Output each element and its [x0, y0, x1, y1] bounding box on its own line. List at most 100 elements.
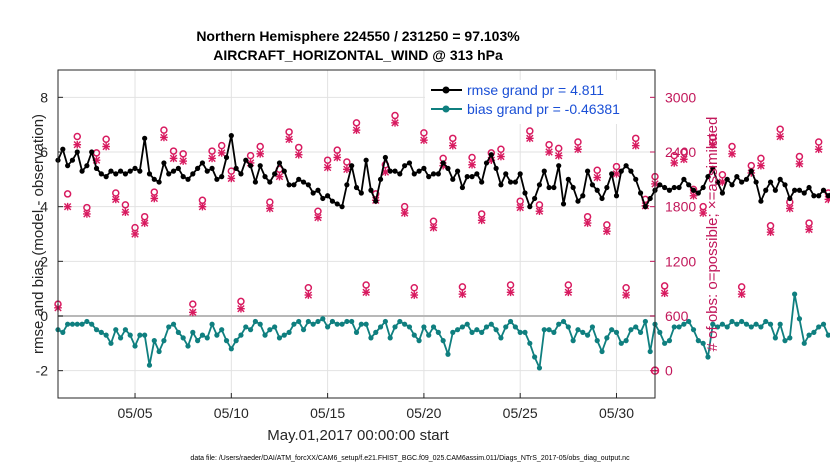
rmse-point — [305, 182, 311, 188]
bias-point — [353, 329, 360, 335]
obs-assimilated-point — [612, 170, 621, 178]
bias-point — [700, 340, 706, 346]
bias-point — [252, 318, 258, 325]
bias-point — [132, 343, 138, 349]
obs-possible-point — [458, 283, 467, 291]
rmse-point — [705, 174, 711, 180]
obs-possible-point — [776, 125, 784, 133]
bias-point — [594, 338, 600, 344]
bias-point — [560, 318, 567, 325]
obs-assimilated-point — [776, 132, 784, 141]
bias-point — [180, 335, 186, 341]
bias-point — [142, 332, 148, 338]
rmse-point — [156, 179, 162, 185]
bias-point — [170, 321, 177, 327]
obs-possible-point — [217, 141, 226, 150]
rmse-point — [801, 190, 807, 196]
obs-possible-point — [352, 119, 361, 127]
rmse-point — [536, 182, 543, 188]
obs-count-markers — [54, 111, 830, 375]
rmse-point — [89, 149, 95, 155]
rmse-point — [170, 168, 177, 174]
obs-possible-point — [497, 145, 505, 154]
obs-assimilated-point — [131, 230, 139, 238]
obs-possible-point — [410, 284, 419, 292]
x-tick-label: 05/05 — [118, 405, 153, 421]
bias-point — [628, 327, 634, 333]
bias-point — [310, 321, 316, 327]
obs-possible-point — [554, 144, 563, 153]
rmse-point — [358, 190, 364, 196]
bias-point — [113, 327, 119, 333]
rmse-point — [243, 157, 249, 163]
obs-possible-point — [709, 133, 717, 142]
rmse-point — [117, 168, 124, 174]
bias-point — [666, 338, 673, 344]
bias-point — [214, 332, 220, 338]
rmse-point — [719, 190, 726, 196]
bias-point — [556, 321, 562, 327]
rmse-point — [710, 165, 716, 171]
obs-assimilated-point — [468, 160, 476, 169]
rmse-point — [65, 163, 71, 169]
obs-assimilated-point — [737, 290, 746, 298]
y-right-tick-label: 1800 — [665, 199, 696, 215]
bias-point — [209, 321, 215, 327]
bias-point — [368, 335, 374, 341]
bias-point — [320, 316, 326, 322]
rmse-point — [199, 160, 206, 166]
x-tick-label: 05/20 — [406, 405, 441, 421]
obs-assimilated-point — [179, 157, 187, 165]
bias-point — [580, 329, 586, 335]
series-layer — [55, 133, 830, 371]
bias-point — [103, 332, 109, 338]
rmse-point — [599, 195, 605, 202]
rmse-point — [387, 168, 393, 174]
obs-assimilated-point — [83, 210, 91, 218]
rmse-point — [195, 165, 201, 171]
chart-title: Northern Hemisphere 224550 / 231250 = 97… — [196, 28, 520, 44]
bias-point — [204, 335, 210, 341]
bias-point — [772, 335, 778, 341]
bias-point — [334, 321, 340, 327]
bias-point — [272, 324, 278, 330]
rmse-point — [272, 171, 278, 177]
bias-point — [89, 321, 95, 327]
rmse-point — [69, 157, 76, 163]
rmse-point — [421, 165, 427, 171]
bias-point — [199, 332, 206, 338]
rmse-point — [671, 184, 677, 191]
rmse-point — [93, 165, 100, 171]
bias-point — [108, 340, 114, 346]
obs-assimilated-point — [160, 133, 168, 142]
x-tick-label: 05/30 — [599, 405, 634, 421]
bias-point — [551, 329, 557, 335]
bias-point — [247, 327, 254, 333]
rmse-point — [700, 184, 706, 191]
obs-assimilated-point — [217, 149, 226, 157]
obs-possible-point — [102, 135, 110, 143]
bias-point — [541, 327, 547, 333]
obs-assimilated-point — [689, 191, 698, 200]
obs-possible-point — [728, 142, 736, 151]
bias-point — [344, 318, 350, 325]
bias-point — [281, 332, 287, 338]
rmse-point — [397, 171, 403, 177]
bias-point — [724, 324, 730, 330]
y-tick-label: 2 — [40, 253, 48, 269]
rmse-point — [580, 193, 586, 199]
bias-point — [493, 327, 499, 333]
rmse-point — [469, 174, 475, 180]
obs-possible-point — [237, 297, 245, 306]
obs-possible-point — [718, 171, 727, 179]
obs-possible-point — [622, 284, 630, 292]
legend-rmse-marker — [442, 86, 450, 94]
obs-assimilated-point — [448, 141, 457, 150]
rmse-point — [464, 174, 470, 180]
bias-point — [151, 338, 157, 344]
bias-point — [517, 329, 523, 335]
bias-point — [618, 340, 624, 346]
y-tick-label: 8 — [40, 89, 48, 105]
obs-assimilated-point — [766, 228, 775, 236]
y-right-tick-label: 0 — [665, 363, 673, 379]
